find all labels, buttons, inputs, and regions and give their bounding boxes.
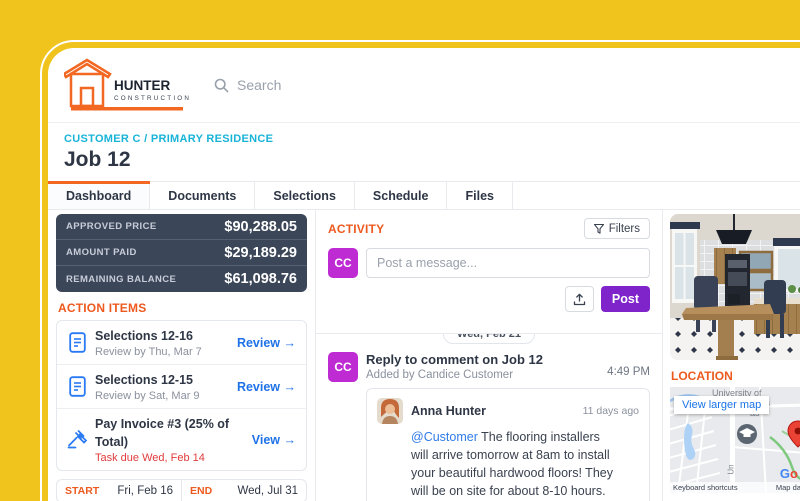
thread-header[interactable]: CC Reply to comment on Job 12 Added by C… xyxy=(328,352,650,382)
action-items-heading: ACTION ITEMS xyxy=(58,301,147,315)
location-heading: LOCATION xyxy=(671,369,733,383)
attach-upload-button[interactable] xyxy=(564,286,594,312)
activity-column: ACTIVITY Filters CC xyxy=(316,210,662,501)
main-content: APPROVED PRICE $90,288.05 AMOUNT PAID $2… xyxy=(48,210,800,501)
action-item-selections-12-16[interactable]: Selections 12-16 Review by Thu, Mar 7 Re… xyxy=(57,321,306,365)
tab-documents[interactable]: Documents xyxy=(150,182,256,209)
action-item-title: Pay Invoice #3 (25% of Total) xyxy=(95,417,230,449)
tab-selections[interactable]: Selections xyxy=(255,182,355,209)
start-date-cell: START Fri, Feb 16 xyxy=(57,480,182,501)
thread-timestamp: 4:49 PM xyxy=(607,366,650,378)
app-window: HUNTER CONSTRUCTION CUSTOMER C / PRIMARY… xyxy=(48,48,800,501)
comments-card: Anna Hunter 11 days ago @Customer The fl… xyxy=(366,388,650,501)
thread-added-by: Added by Candice Customer xyxy=(366,369,514,381)
remaining-balance-value: $61,098.76 xyxy=(224,271,297,287)
tab-schedule[interactable]: Schedule xyxy=(354,182,448,209)
financial-summary-panel: APPROVED PRICE $90,288.05 AMOUNT PAID $2… xyxy=(56,214,307,292)
date-divider: Wed, Feb 21 xyxy=(443,334,535,344)
gavel-icon xyxy=(65,429,89,450)
action-item-title: Selections 12-15 xyxy=(95,373,193,387)
map-place-label: University of xyxy=(712,388,762,398)
svg-text:HUNTER: HUNTER xyxy=(114,78,170,93)
amount-paid-row: AMOUNT PAID $29,189.29 xyxy=(56,240,307,266)
keyboard-shortcuts-link[interactable]: Keyboard shortcuts xyxy=(673,483,738,492)
approved-price-row: APPROVED PRICE $90,288.05 xyxy=(56,214,307,240)
map-road-label: Un xyxy=(726,464,736,475)
action-item-title: Selections 12-16 xyxy=(95,329,193,343)
upload-icon xyxy=(573,293,586,305)
start-date-value: Fri, Feb 16 xyxy=(117,485,173,497)
breadcrumb[interactable]: CUSTOMER C / PRIMARY RESIDENCE xyxy=(64,133,274,145)
comment-body: @Customer The flooring installers will a… xyxy=(411,430,613,499)
page-title: Job 12 xyxy=(64,148,131,171)
google-logo: Go xyxy=(779,466,798,481)
hunter-construction-logo[interactable]: HUNTER CONSTRUCTION xyxy=(64,57,190,113)
filter-icon xyxy=(593,223,604,234)
anna-hunter-avatar xyxy=(377,398,403,424)
search-icon xyxy=(214,78,229,92)
action-item-due: Review by Sat, Mar 9 xyxy=(95,390,200,402)
thread-title: Reply to comment on Job 12 xyxy=(366,352,543,367)
job-header: CUSTOMER C / PRIMARY RESIDENCE Job 12 xyxy=(48,123,800,172)
review-link[interactable]: Review → xyxy=(236,379,296,394)
job-photo-kitchen[interactable] xyxy=(670,214,800,360)
comment-author: Anna Hunter xyxy=(411,404,486,418)
document-icon xyxy=(65,332,89,353)
amount-paid-value: $29,189.29 xyxy=(224,244,297,261)
action-item-selections-12-15[interactable]: Selections 12-15 Review by Sat, Mar 9 Re… xyxy=(57,365,306,409)
tab-files[interactable]: Files xyxy=(447,182,513,209)
map-data-label: Map dat xyxy=(775,483,800,492)
map-footer: Keyboard shortcuts Map dat xyxy=(670,482,800,493)
post-button[interactable]: Post xyxy=(600,286,650,312)
svg-text:CONSTRUCTION: CONSTRUCTION xyxy=(114,95,190,102)
end-date-value: Wed, Jul 31 xyxy=(237,485,298,497)
approved-price-value: $90,288.05 xyxy=(224,218,297,235)
job-address: 7894 University Hills Blvd xyxy=(670,499,800,501)
action-items-card: Selections 12-16 Review by Thu, Mar 7 Re… xyxy=(56,320,307,471)
document-icon xyxy=(65,376,89,397)
activity-feed: Wed, Feb 21 CC Reply to comment on Job 1… xyxy=(316,333,662,501)
schedule-dates-card: START Fri, Feb 16 END Wed, Jul 31 xyxy=(56,479,307,501)
view-larger-map-link[interactable]: View larger map xyxy=(674,396,770,414)
tab-dashboard[interactable]: Dashboard xyxy=(48,181,151,209)
message-composer: CC xyxy=(316,239,662,278)
mention-link[interactable]: @Customer xyxy=(411,430,478,444)
top-header: HUNTER CONSTRUCTION xyxy=(48,48,800,123)
action-item-pay-invoice[interactable]: Pay Invoice #3 (25% of Total) Task due W… xyxy=(57,409,306,470)
thread-author-avatar: CC xyxy=(328,352,358,382)
view-link[interactable]: View → xyxy=(251,432,296,447)
remaining-balance-row: REMAINING BALANCE $61,098.76 xyxy=(66,271,297,287)
location-map[interactable]: University of xas as Un View larger map … xyxy=(670,387,800,493)
current-user-avatar: CC xyxy=(328,248,358,278)
post-message-input[interactable] xyxy=(366,248,650,278)
search-bar[interactable] xyxy=(214,77,377,93)
action-item-due-urgent: Task due Wed, Feb 14 xyxy=(95,452,205,464)
tab-bar: Dashboard Documents Selections Schedule … xyxy=(48,181,800,210)
review-link[interactable]: Review → xyxy=(236,335,296,350)
job-info-column: LOCATION xyxy=(662,210,800,501)
end-date-cell: END Wed, Jul 31 xyxy=(190,485,298,497)
activity-heading: ACTIVITY xyxy=(328,221,385,236)
filters-button[interactable]: Filters xyxy=(583,218,650,239)
comment-time-ago: 11 days ago xyxy=(582,405,639,417)
summary-column: APPROVED PRICE $90,288.05 AMOUNT PAID $2… xyxy=(48,210,316,501)
action-item-due: Review by Thu, Mar 7 xyxy=(95,346,202,358)
search-input[interactable] xyxy=(237,77,377,93)
comment: Anna Hunter 11 days ago @Customer The fl… xyxy=(377,398,639,501)
